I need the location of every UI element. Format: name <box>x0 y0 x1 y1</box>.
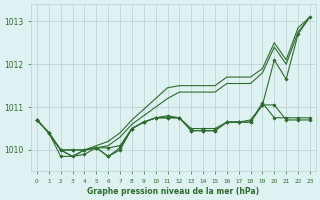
X-axis label: Graphe pression niveau de la mer (hPa): Graphe pression niveau de la mer (hPa) <box>87 187 260 196</box>
